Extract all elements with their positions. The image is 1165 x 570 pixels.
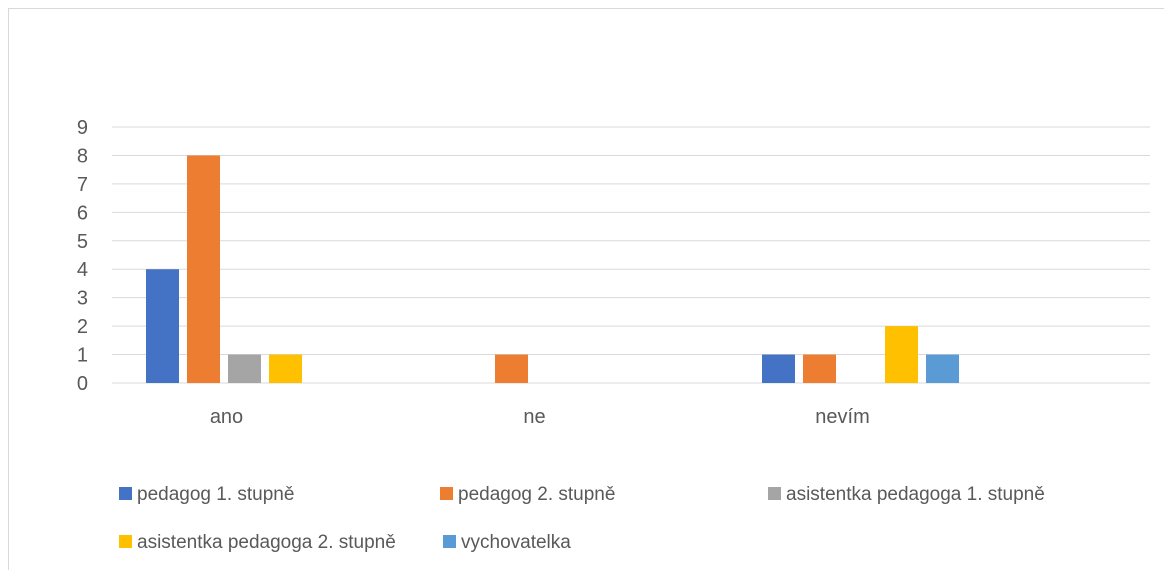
bar-ano-series-1 <box>146 269 179 383</box>
y-tick-label: 6 <box>77 202 88 224</box>
bars <box>146 155 959 383</box>
legend-swatch <box>119 535 132 548</box>
bar-nevm-series-4 <box>885 326 918 383</box>
bar-nevm-series-1 <box>762 354 795 383</box>
bar-ano-series-4 <box>269 354 302 383</box>
y-tick-label: 3 <box>77 288 88 310</box>
legend-swatch <box>119 487 132 500</box>
y-tick-label: 0 <box>77 373 88 395</box>
x-category-label: ne <box>523 406 545 428</box>
chart-frame <box>8 8 1164 570</box>
legend-swatch <box>443 535 456 548</box>
legend-label: asistentka pedagoga 1. stupně <box>786 484 1045 505</box>
legend: pedagog 1. stupně pedagog 2. stupně asiste… <box>119 484 1045 553</box>
bar-ne-series-2 <box>495 354 528 383</box>
legend-swatch <box>440 487 453 500</box>
x-category-label: nevím <box>815 406 869 428</box>
legend-label: pedagog 2. stupně <box>458 484 615 505</box>
legend-label: vychovatelka <box>461 532 571 553</box>
y-tick-label: 2 <box>77 316 88 338</box>
legend-label: asistentka pedagoga 2. stupně <box>137 532 396 553</box>
bar-nevm-series-2 <box>803 354 836 383</box>
y-tick-label: 8 <box>77 145 88 167</box>
bar-ano-series-3 <box>228 354 261 383</box>
y-tick-label: 7 <box>77 174 88 196</box>
y-tick-label: 4 <box>77 259 88 281</box>
y-tick-label: 5 <box>77 231 88 253</box>
bar-nevm-series-5 <box>926 354 959 383</box>
legend-label: pedagog 1. stupně <box>137 484 294 505</box>
y-tick-label: 9 <box>77 117 88 139</box>
y-axis-ticks: 0 1 2 3 4 5 6 7 8 9 <box>77 117 88 395</box>
y-tick-label: 1 <box>77 345 88 367</box>
x-axis-categories: ano ne nevím <box>210 406 870 428</box>
bar-ano-series-2 <box>187 155 220 383</box>
x-category-label: ano <box>210 406 243 428</box>
legend-swatch <box>768 487 781 500</box>
gridlines <box>112 126 1150 384</box>
